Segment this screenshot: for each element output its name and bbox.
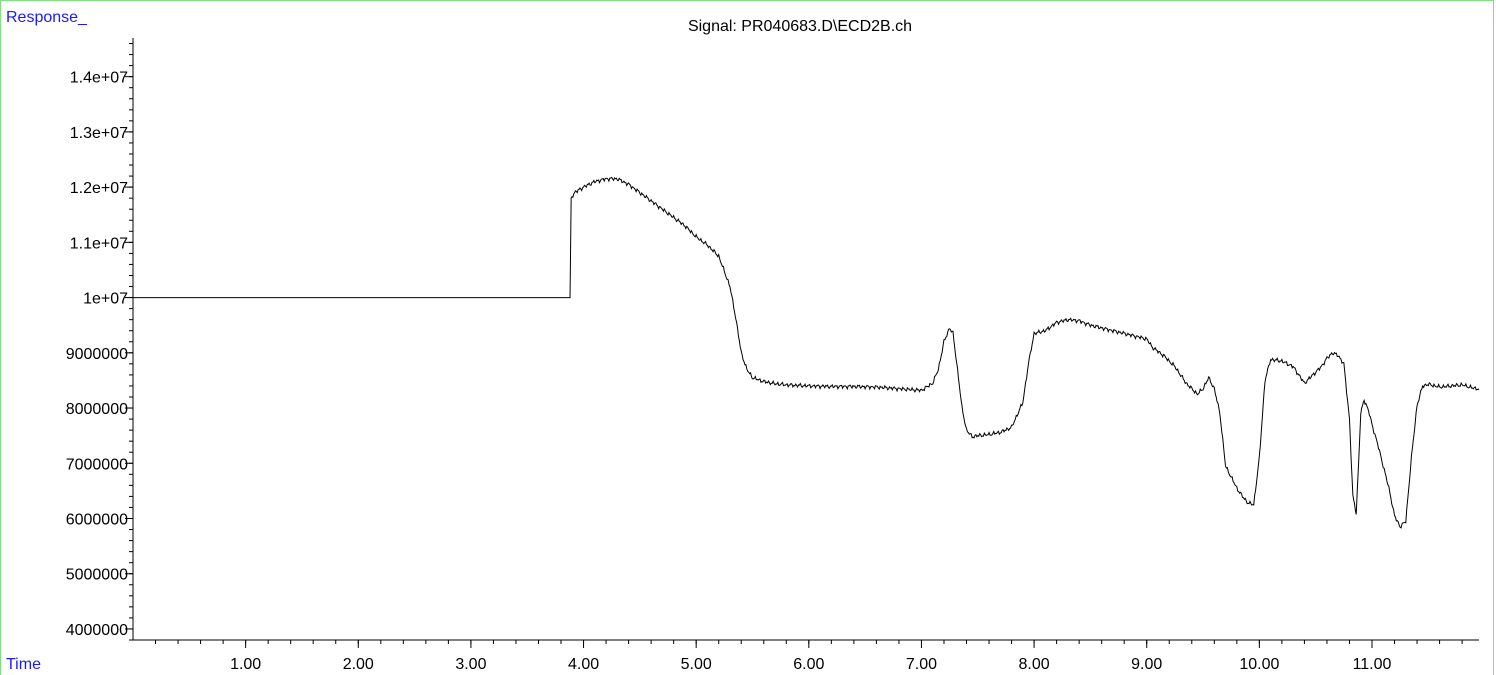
x-tick-label: 2.00 [343, 656, 374, 673]
y-axis-label: Response_ [6, 9, 87, 26]
x-axis-label: Time [6, 656, 41, 673]
series-line-0 [133, 176, 1480, 529]
y-tick-label: 1.3e+07 [70, 125, 128, 142]
x-tick-label: 10.00 [1239, 656, 1279, 673]
x-ticks: 1.00 2.00 3.00 4.00 5.00 6.00 7.00 8.00 9.00 10.0… [155, 640, 1463, 673]
y-tick-label: 6000000 [66, 511, 128, 528]
x-tick-label: 1.00 [230, 656, 261, 673]
y-tick-label: 1.1e+07 [70, 235, 128, 252]
y-tick-label: 8000000 [66, 401, 128, 418]
y-tick-label: 1.2e+07 [70, 180, 128, 197]
x-tick-label: 4.00 [568, 656, 599, 673]
y-tick-label: 4000000 [66, 622, 128, 639]
y-tick-label: 1e+07 [83, 291, 128, 308]
series-group [133, 176, 1480, 529]
y-tick-label: 9000000 [66, 346, 128, 363]
y-tick-label: 7000000 [66, 456, 128, 473]
y-tick-label: 5000000 [66, 567, 128, 584]
x-tick-label: 7.00 [906, 656, 937, 673]
y-ticks: 4000000 5000000 6000000 7000000 8000000 90000… [66, 43, 133, 641]
x-tick-label: 8.00 [1019, 656, 1050, 673]
x-tick-label: 6.00 [793, 656, 824, 673]
y-tick-label: 1.4e+07 [70, 70, 128, 87]
x-tick-label: 3.00 [455, 656, 486, 673]
axes [132, 38, 1479, 641]
x-tick-label: 5.00 [681, 656, 712, 673]
x-tick-label: 11.00 [1353, 656, 1392, 673]
chart-title: Signal: PR040683.D\ECD2B.ch [687, 18, 913, 35]
x-tick-label: 9.00 [1131, 656, 1162, 673]
